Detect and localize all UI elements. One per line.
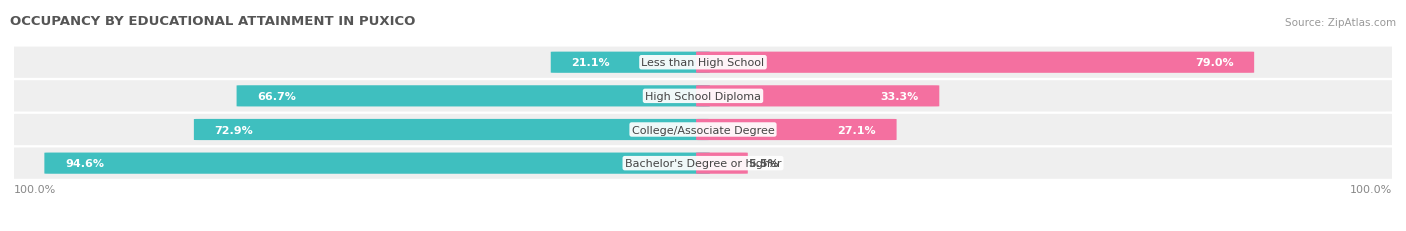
- Text: 79.0%: 79.0%: [1195, 58, 1233, 68]
- Text: 33.3%: 33.3%: [880, 91, 918, 101]
- FancyBboxPatch shape: [696, 119, 897, 140]
- FancyBboxPatch shape: [0, 114, 1406, 146]
- Text: 27.1%: 27.1%: [838, 125, 876, 135]
- Text: High School Diploma: High School Diploma: [645, 91, 761, 101]
- FancyBboxPatch shape: [194, 119, 710, 140]
- FancyBboxPatch shape: [0, 148, 1406, 179]
- FancyBboxPatch shape: [0, 81, 1406, 112]
- Text: 100.0%: 100.0%: [14, 184, 56, 194]
- Text: 94.6%: 94.6%: [65, 158, 104, 168]
- FancyBboxPatch shape: [0, 47, 1406, 79]
- Text: Source: ZipAtlas.com: Source: ZipAtlas.com: [1285, 18, 1396, 28]
- Text: OCCUPANCY BY EDUCATIONAL ATTAINMENT IN PUXICO: OCCUPANCY BY EDUCATIONAL ATTAINMENT IN P…: [10, 15, 415, 28]
- Text: Bachelor's Degree or higher: Bachelor's Degree or higher: [624, 158, 782, 168]
- Text: 72.9%: 72.9%: [215, 125, 253, 135]
- Text: 100.0%: 100.0%: [1350, 184, 1392, 194]
- FancyBboxPatch shape: [236, 86, 710, 107]
- FancyBboxPatch shape: [696, 52, 1254, 73]
- Text: 66.7%: 66.7%: [257, 91, 297, 101]
- Text: Less than High School: Less than High School: [641, 58, 765, 68]
- FancyBboxPatch shape: [696, 153, 748, 174]
- FancyBboxPatch shape: [45, 153, 710, 174]
- Text: College/Associate Degree: College/Associate Degree: [631, 125, 775, 135]
- Text: 5.5%: 5.5%: [748, 158, 779, 168]
- FancyBboxPatch shape: [696, 86, 939, 107]
- Text: 21.1%: 21.1%: [571, 58, 610, 68]
- FancyBboxPatch shape: [551, 52, 710, 73]
